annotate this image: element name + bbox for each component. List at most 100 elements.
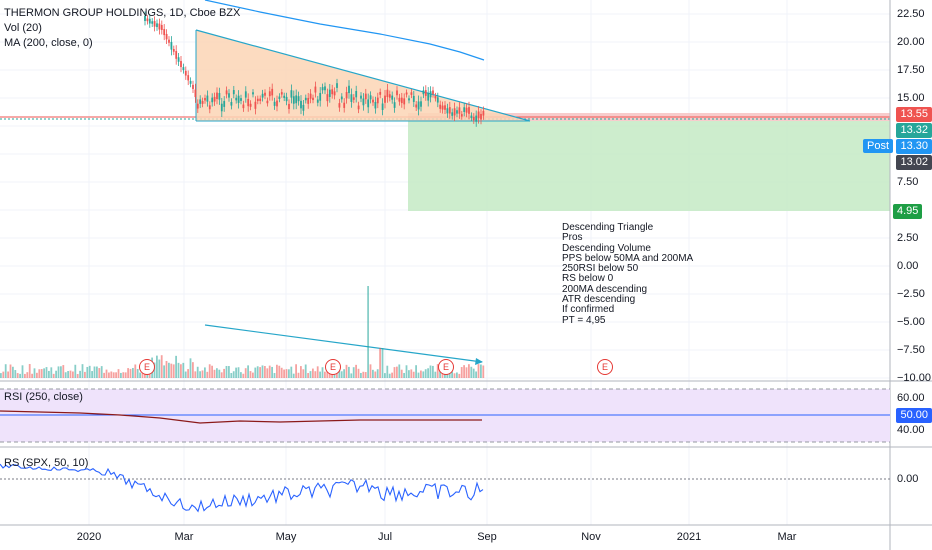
analysis-note[interactable]: Descending Triangle Pros Descending Volu…: [562, 222, 693, 326]
legend-volume[interactable]: Vol (20): [4, 22, 42, 34]
volume-bar: [208, 364, 211, 378]
candle-body: [194, 89, 197, 98]
candle-body: [410, 92, 413, 95]
candle-body: [441, 105, 444, 110]
volume-bar: [297, 372, 300, 378]
volume-bar: [43, 368, 45, 378]
candle-body: [448, 107, 451, 114]
volume-bar: [458, 373, 461, 378]
rsi-tick: 40.00: [897, 424, 925, 436]
candle-body: [398, 97, 401, 102]
time-tick: Sep: [477, 531, 497, 543]
price-tick: −10.00: [897, 372, 931, 384]
time-tick: Mar: [174, 531, 194, 543]
volume-bar: [264, 366, 266, 378]
candle-body: [230, 101, 233, 106]
candle-body: [424, 90, 427, 96]
candle-body: [434, 96, 437, 99]
candle-body: [432, 90, 434, 94]
volume-bar: [177, 362, 180, 378]
volume-bar: [480, 364, 482, 378]
volume-bar: [112, 372, 115, 378]
candle-body: [360, 95, 362, 99]
candle-body: [381, 103, 384, 111]
candle-body: [156, 23, 158, 28]
volume-bar: [110, 371, 113, 378]
volume-bar: [24, 373, 26, 378]
volume-bar: [348, 366, 350, 378]
candle-body: [213, 96, 216, 102]
rsi-legend[interactable]: RSI (250, close): [4, 391, 83, 403]
earnings-icon[interactable]: E: [597, 359, 613, 375]
candle-body: [170, 41, 173, 50]
candle-body: [177, 57, 180, 62]
volume-bar: [52, 373, 55, 378]
candle-body: [304, 97, 307, 101]
volume-bar: [379, 348, 381, 378]
candle-body: [412, 95, 415, 102]
legend-symbol[interactable]: THERMON GROUP HOLDINGS, 1D, Cboe BZX: [4, 7, 241, 19]
legend-ma[interactable]: MA (200, close, 0): [4, 37, 93, 49]
volume-bar: [276, 364, 278, 378]
rs-tick: 0.00: [897, 473, 919, 485]
price-tick: 0.00: [897, 260, 919, 272]
volume-bar: [230, 373, 233, 378]
candle-body: [316, 99, 319, 103]
volume-bar: [31, 373, 33, 378]
volume-bar: [108, 372, 110, 378]
earnings-icon[interactable]: E: [438, 359, 454, 375]
volume-bar: [410, 369, 413, 378]
candle-body: [309, 93, 312, 99]
volume-bar: [381, 348, 384, 378]
candle-body: [285, 96, 288, 102]
candle-body: [225, 90, 228, 95]
volume-bar: [136, 368, 139, 378]
volume-bar: [158, 359, 161, 378]
volume-bar: [146, 372, 149, 378]
volume-bar: [300, 366, 302, 378]
candle-body: [314, 86, 317, 93]
candle-body: [295, 95, 298, 104]
volume-bar: [199, 371, 201, 378]
volume-bar: [55, 370, 57, 378]
rs-legend[interactable]: RS (SPX, 50, 10): [4, 457, 89, 469]
candle-body: [276, 100, 278, 107]
candle-body: [196, 103, 199, 109]
volume-bar: [463, 365, 465, 378]
candle-body: [307, 97, 310, 104]
earnings-icon[interactable]: E: [139, 359, 155, 375]
volume-bar: [331, 373, 333, 378]
volume-bar: [134, 364, 137, 378]
candle-body: [429, 91, 432, 98]
volume-bar: [448, 372, 451, 378]
volume-bar: [206, 371, 209, 378]
volume-bar: [16, 373, 19, 378]
candle-body: [350, 94, 353, 102]
volume-bar: [372, 369, 374, 378]
volume-bar: [189, 358, 192, 378]
candle-body: [352, 97, 355, 100]
chart-legend: THERMON GROUP HOLDINGS, 1D, Cboe BZX Vol…: [4, 6, 240, 51]
candle-body: [271, 88, 274, 96]
volume-bar: [74, 364, 77, 378]
resistance-price-tag: 13.55: [896, 107, 932, 122]
volume-bar: [436, 364, 439, 378]
earnings-icon[interactable]: E: [325, 359, 341, 375]
volume-bar: [180, 364, 182, 378]
candle-body: [211, 97, 214, 103]
volume-bar: [72, 371, 74, 378]
note-line: Descending Volume: [562, 242, 651, 254]
volume-bar: [374, 371, 377, 378]
volume-bar: [184, 371, 187, 378]
volume-bar: [204, 367, 206, 378]
candle-body: [446, 108, 449, 114]
candle-body: [235, 97, 238, 101]
volume-bar: [326, 370, 329, 378]
candle-body: [182, 67, 185, 71]
post-market-label: Post: [863, 139, 894, 153]
candle-body: [345, 92, 348, 99]
candle-body: [336, 83, 338, 88]
volume-bar: [124, 372, 127, 378]
volume-bar: [355, 364, 357, 378]
